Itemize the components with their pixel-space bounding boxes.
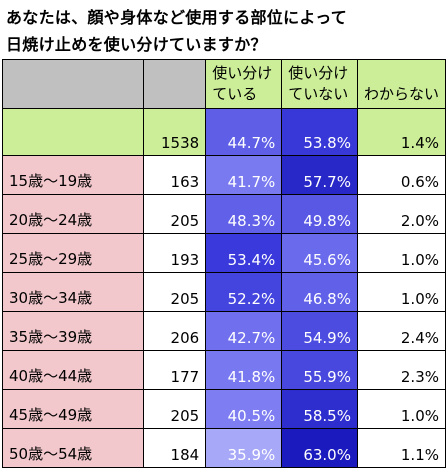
not-use-cell: 45.6%	[281, 233, 358, 273]
header-cell-use: 使い分け ている	[205, 59, 283, 109]
not-use-cell: 63.0%	[281, 428, 358, 468]
not-use-cell: 49.8%	[281, 194, 358, 234]
title-line-2: 日焼け止めを使い分けていますか？	[6, 35, 267, 54]
unknown-cell: 2.3%	[356, 350, 446, 390]
use-cell: 53.4%	[205, 233, 283, 273]
n-cell: 205	[143, 272, 207, 312]
use-cell: 48.3%	[205, 194, 283, 234]
unknown-cell: 1.0%	[356, 389, 446, 429]
table-row: 20歳～24歳 205 48.3% 49.8% 2.0%	[1, 194, 446, 234]
age-label-cell: 35歳～39歳	[1, 311, 145, 351]
n-cell: 184	[143, 428, 207, 468]
age-label-cell: 50歳～54歳	[1, 428, 145, 468]
table-row: 15歳～19歳 163 41.7% 57.7% 0.6%	[1, 155, 446, 195]
not-use-cell: 54.9%	[281, 311, 358, 351]
n-cell: 205	[143, 389, 207, 429]
not-use-cell: 46.8%	[281, 272, 358, 312]
unknown-cell: 1.1%	[356, 428, 446, 468]
n-cell: 163	[143, 155, 207, 195]
table-row: 25歳～29歳 193 53.4% 45.6% 1.0%	[1, 233, 446, 273]
total-not-use-cell: 53.8%	[281, 108, 358, 156]
use-cell: 40.5%	[205, 389, 283, 429]
age-label-cell: 25歳～29歳	[1, 233, 145, 273]
age-label-cell: 20歳～24歳	[1, 194, 145, 234]
total-row: 1538 44.7% 53.8% 1.4%	[1, 108, 446, 156]
n-cell: 193	[143, 233, 207, 273]
header-cell-label	[1, 59, 145, 109]
header-row: 使い分け ている 使い分け ていない わからない	[1, 59, 446, 109]
unknown-cell: 2.4%	[356, 311, 446, 351]
table-row: 35歳～39歳 206 42.7% 54.9% 2.4%	[1, 311, 446, 351]
total-n-cell: 1538	[143, 108, 207, 156]
unknown-cell: 1.0%	[356, 272, 446, 312]
not-use-cell: 58.5%	[281, 389, 358, 429]
n-cell: 205	[143, 194, 207, 234]
age-label-cell: 15歳～19歳	[1, 155, 145, 195]
unknown-cell: 0.6%	[356, 155, 446, 195]
title-line-1: あなたは、顔や身体など使用する部位によって	[6, 8, 348, 27]
use-cell: 41.7%	[205, 155, 283, 195]
total-unknown-cell: 1.4%	[356, 108, 446, 156]
age-label-cell: 45歳～49歳	[1, 389, 145, 429]
survey-table: 使い分け ている 使い分け ていない わからない 1538 44.7% 53.8…	[1, 59, 446, 468]
age-label-cell: 40歳～44歳	[1, 350, 145, 390]
header-cell-not-use: 使い分け ていない	[281, 59, 358, 109]
use-cell: 52.2%	[205, 272, 283, 312]
use-cell: 35.9%	[205, 428, 283, 468]
age-label-cell: 30歳～34歳	[1, 272, 145, 312]
n-cell: 206	[143, 311, 207, 351]
table-row: 50歳～54歳 184 35.9% 63.0% 1.1%	[1, 428, 446, 468]
not-use-cell: 55.9%	[281, 350, 358, 390]
header-cell-n	[143, 59, 207, 109]
use-cell: 41.8%	[205, 350, 283, 390]
use-cell: 42.7%	[205, 311, 283, 351]
table-row: 45歳～49歳 205 40.5% 58.5% 1.0%	[1, 389, 446, 429]
page-title: あなたは、顔や身体など使用する部位によって 日焼け止めを使い分けていますか？	[6, 4, 442, 58]
unknown-cell: 1.0%	[356, 233, 446, 273]
total-use-cell: 44.7%	[205, 108, 283, 156]
header-cell-unknown: わからない	[356, 59, 446, 109]
unknown-cell: 2.0%	[356, 194, 446, 234]
total-label-cell	[1, 108, 145, 156]
table-row: 40歳～44歳 177 41.8% 55.9% 2.3%	[1, 350, 446, 390]
n-cell: 177	[143, 350, 207, 390]
table-row: 30歳～34歳 205 52.2% 46.8% 1.0%	[1, 272, 446, 312]
not-use-cell: 57.7%	[281, 155, 358, 195]
